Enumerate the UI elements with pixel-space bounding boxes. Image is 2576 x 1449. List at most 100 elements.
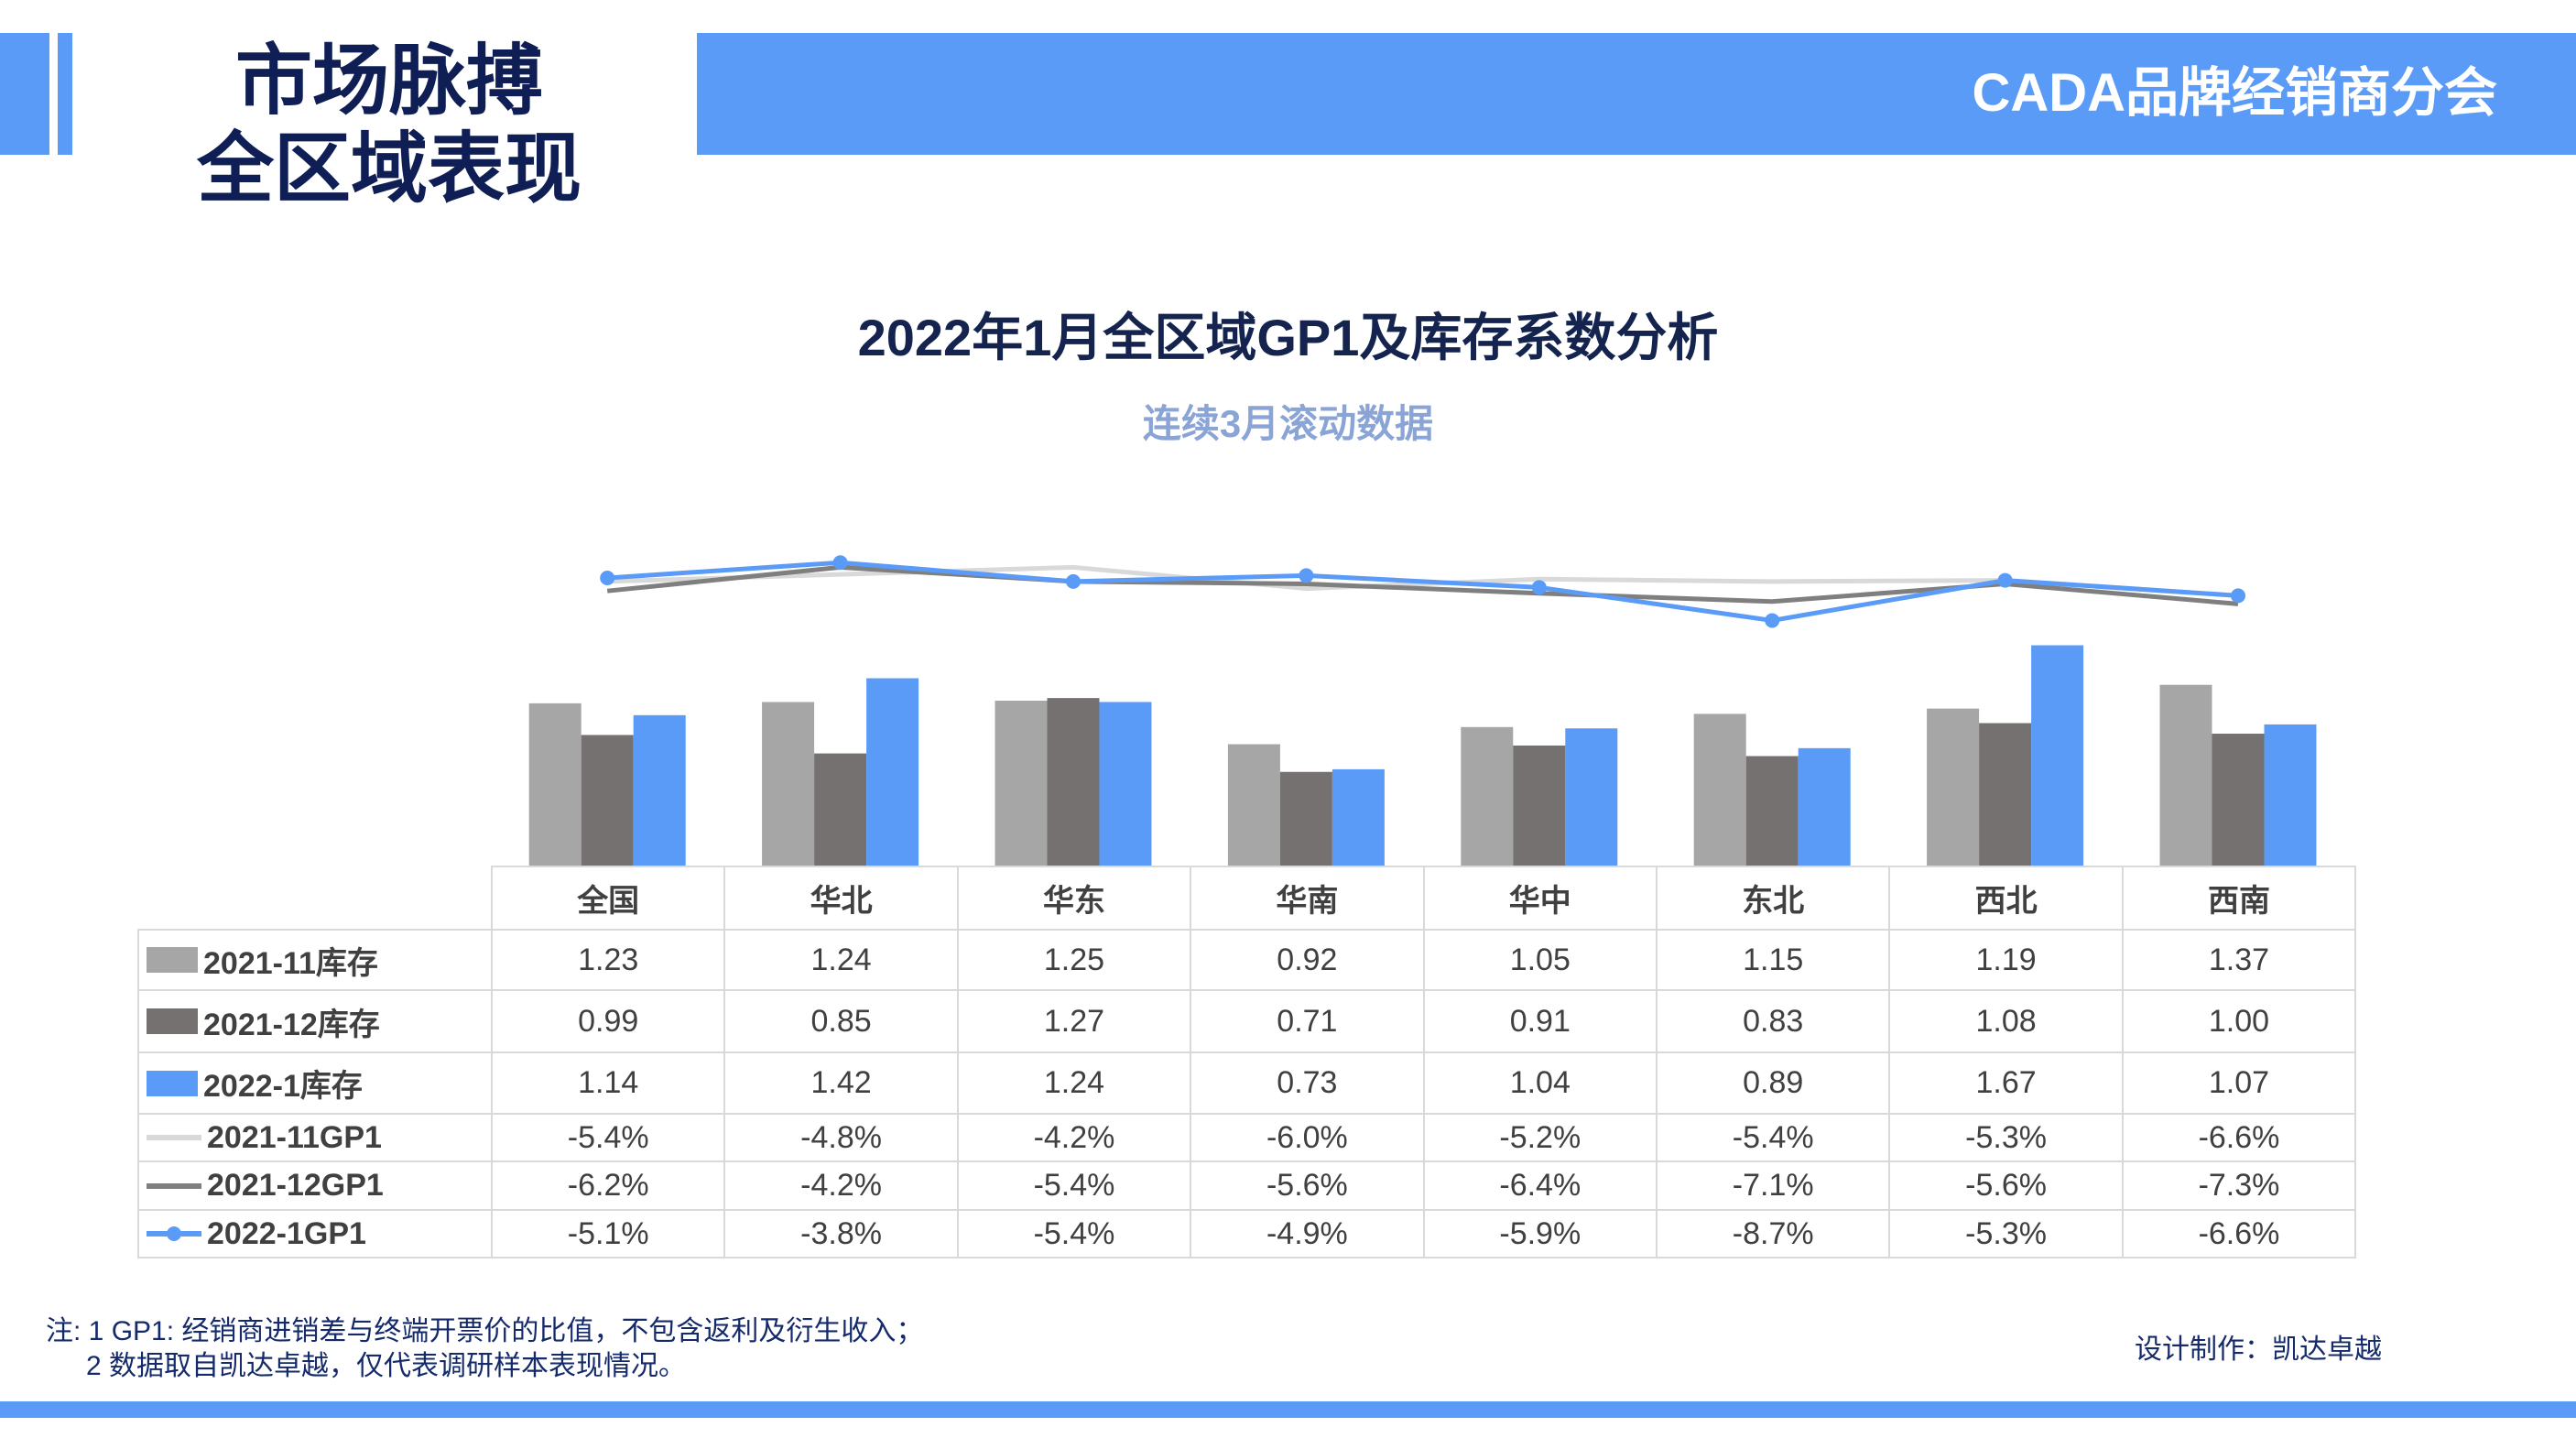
bar-2021-11库存-华中 [1461, 726, 1514, 866]
table-header-4-text: 华中 [1508, 884, 1571, 919]
marker-2022-1GP1-华中 [1531, 580, 1547, 595]
legend-row-1: 2021-12库存 [137, 989, 493, 1053]
table-cell-text: -5.4% [1033, 1215, 1115, 1251]
table-header-7: 西南 [2121, 866, 2357, 931]
bar-2021-12库存-华东 [1047, 698, 1100, 866]
table-header-5: 东北 [1656, 866, 1891, 931]
legend-label: 2021-12库存 [203, 1007, 380, 1042]
legend-swatch-square-icon [147, 1070, 198, 1096]
table-cell: -5.4% [1656, 1113, 1891, 1162]
table-cell-text: -7.3% [2198, 1168, 2280, 1203]
table-header-3: 华南 [1190, 866, 1425, 931]
table-cell: 1.27 [956, 989, 1192, 1053]
table-cell: -6.6% [2121, 1209, 2357, 1258]
table-cell: -7.3% [2121, 1160, 2357, 1211]
bottom-accent-bar [0, 1401, 2576, 1418]
table-cell: -6.6% [2121, 1113, 2357, 1162]
table-cell: -4.8% [723, 1113, 959, 1162]
bar-2022-1库存-西北 [2031, 645, 2084, 866]
table-header-1-text: 华北 [810, 884, 873, 919]
table-cell-text: -6.6% [2198, 1215, 2280, 1251]
table-cell: -6.4% [1422, 1160, 1658, 1211]
table-cell-text: -6.6% [2198, 1119, 2280, 1155]
table-cell: 1.24 [956, 1051, 1192, 1115]
table-cell: 0.85 [723, 989, 959, 1053]
table-cell-text: 0.92 [1277, 942, 1338, 977]
legend-swatch-line-icon [147, 1226, 201, 1241]
table-header-7-text: 西南 [2207, 884, 2270, 919]
left-accent-bar [0, 33, 49, 155]
legend-swatch-line-icon [147, 1182, 201, 1189]
bar-2022-1库存-华北 [866, 678, 919, 866]
marker-2022-1GP1-东北 [1765, 613, 1780, 628]
line-2021-11GP1 [607, 564, 2239, 598]
table-cell-text: -5.4% [1732, 1119, 1814, 1155]
table-cell-text: 0.89 [1743, 1065, 1804, 1100]
table-cell: 1.67 [1888, 1051, 2124, 1115]
table-cell-text: -3.8% [800, 1215, 882, 1251]
chart-title: 2022年1月全区域GP1及库存系数分析 [857, 309, 1719, 366]
table-header-0-text: 全国 [577, 884, 640, 919]
bar-2021-11库存-华南 [1227, 744, 1280, 866]
table-cell: -5.3% [1888, 1209, 2124, 1258]
table-cell: -5.6% [1190, 1160, 1425, 1211]
table-cell-text: -6.2% [567, 1168, 649, 1203]
table-cell-text: -8.7% [1732, 1215, 1814, 1251]
table-cell-text: -5.3% [1965, 1119, 2047, 1155]
table-cell: 1.00 [2121, 989, 2357, 1053]
table-header-0: 全国 [491, 866, 726, 931]
table-cell: 1.05 [1422, 929, 1658, 991]
table-header-6: 西北 [1888, 866, 2124, 931]
table-cell-text: -4.2% [800, 1168, 882, 1203]
section-title-line1: 市场脉搏 [234, 38, 543, 124]
table-cell-text: -5.6% [1266, 1168, 1348, 1203]
table-cell-text: -4.9% [1266, 1215, 1348, 1251]
marker-2022-1GP1-全国 [600, 571, 615, 585]
marker-2022-1GP1-华南 [1299, 568, 1314, 583]
bar-2022-1库存-华东 [1099, 702, 1152, 866]
table-cell: 1.19 [1888, 929, 2124, 991]
footnote-line2: 2 数据取自凯达卓越，仅代表调研样本表现情况。 [86, 1351, 687, 1381]
footnote-line1: 注: 1 GP1: 经销商进销差与终端开票价的比值，不包含返利及衍生收入； [46, 1316, 924, 1346]
legend-swatch-line-icon [147, 1135, 201, 1140]
table-cell-text: 1.19 [1975, 942, 2037, 977]
bar-2021-11库存-西南 [2159, 684, 2212, 866]
table-cell-text: -6.0% [1266, 1119, 1348, 1155]
bar-2021-12库存-西南 [2212, 734, 2265, 866]
table-cell: -4.2% [956, 1113, 1192, 1162]
table-cell: 0.89 [1656, 1051, 1891, 1115]
table-cell-text: 1.37 [2208, 942, 2270, 977]
table-cell-text: -5.1% [567, 1215, 649, 1251]
legend-row-3: 2021-11GP1 [137, 1113, 493, 1162]
marker-2022-1GP1-华东 [1066, 573, 1081, 589]
table-cell-text: 1.00 [2208, 1003, 2270, 1039]
marker-2022-1GP1-西北 [1997, 572, 2013, 588]
legend-row-5: 2022-1GP1 [137, 1209, 493, 1258]
table-cell: 1.15 [1656, 929, 1891, 991]
table-cell-text: 1.15 [1743, 942, 1804, 977]
legend-swatch-square-icon [147, 947, 198, 973]
footnote: 注: 1 GP1: 经销商进销差与终端开票价的比值，不包含返利及衍生收入； 2 … [46, 1314, 923, 1384]
bar-2021-12库存-华北 [814, 753, 867, 866]
table-cell-text: 0.99 [578, 1003, 639, 1039]
table-cell-text: 1.04 [1509, 1065, 1571, 1100]
table-cell-text: 0.73 [1277, 1065, 1338, 1100]
section-title-line2: 全区域表现 [196, 125, 582, 212]
legend-swatch-square-icon [147, 1008, 198, 1034]
table-cell: -5.4% [491, 1113, 726, 1162]
table-cell: -4.2% [723, 1160, 959, 1211]
legend-label: 2021-12GP1 [207, 1168, 384, 1203]
table-cell: 1.08 [1888, 989, 2124, 1053]
left-accent-bar-thin [58, 33, 72, 155]
legend-row-4: 2021-12GP1 [137, 1160, 493, 1211]
legend-row-2: 2022-1库存 [137, 1051, 493, 1115]
table-cell-text: -5.4% [567, 1119, 649, 1155]
table-cell: -8.7% [1656, 1209, 1891, 1258]
table-cell-text: -6.4% [1499, 1168, 1581, 1203]
marker-2022-1GP1-华北 [832, 555, 848, 571]
bar-2021-12库存-西北 [1979, 723, 2032, 866]
table-cell: 0.73 [1190, 1051, 1425, 1115]
table-cell-text: -5.3% [1965, 1215, 2047, 1251]
bar-2022-1库存-全国 [633, 714, 686, 866]
chart-subtitle: 连续3月滚动数据 [1142, 402, 1434, 445]
